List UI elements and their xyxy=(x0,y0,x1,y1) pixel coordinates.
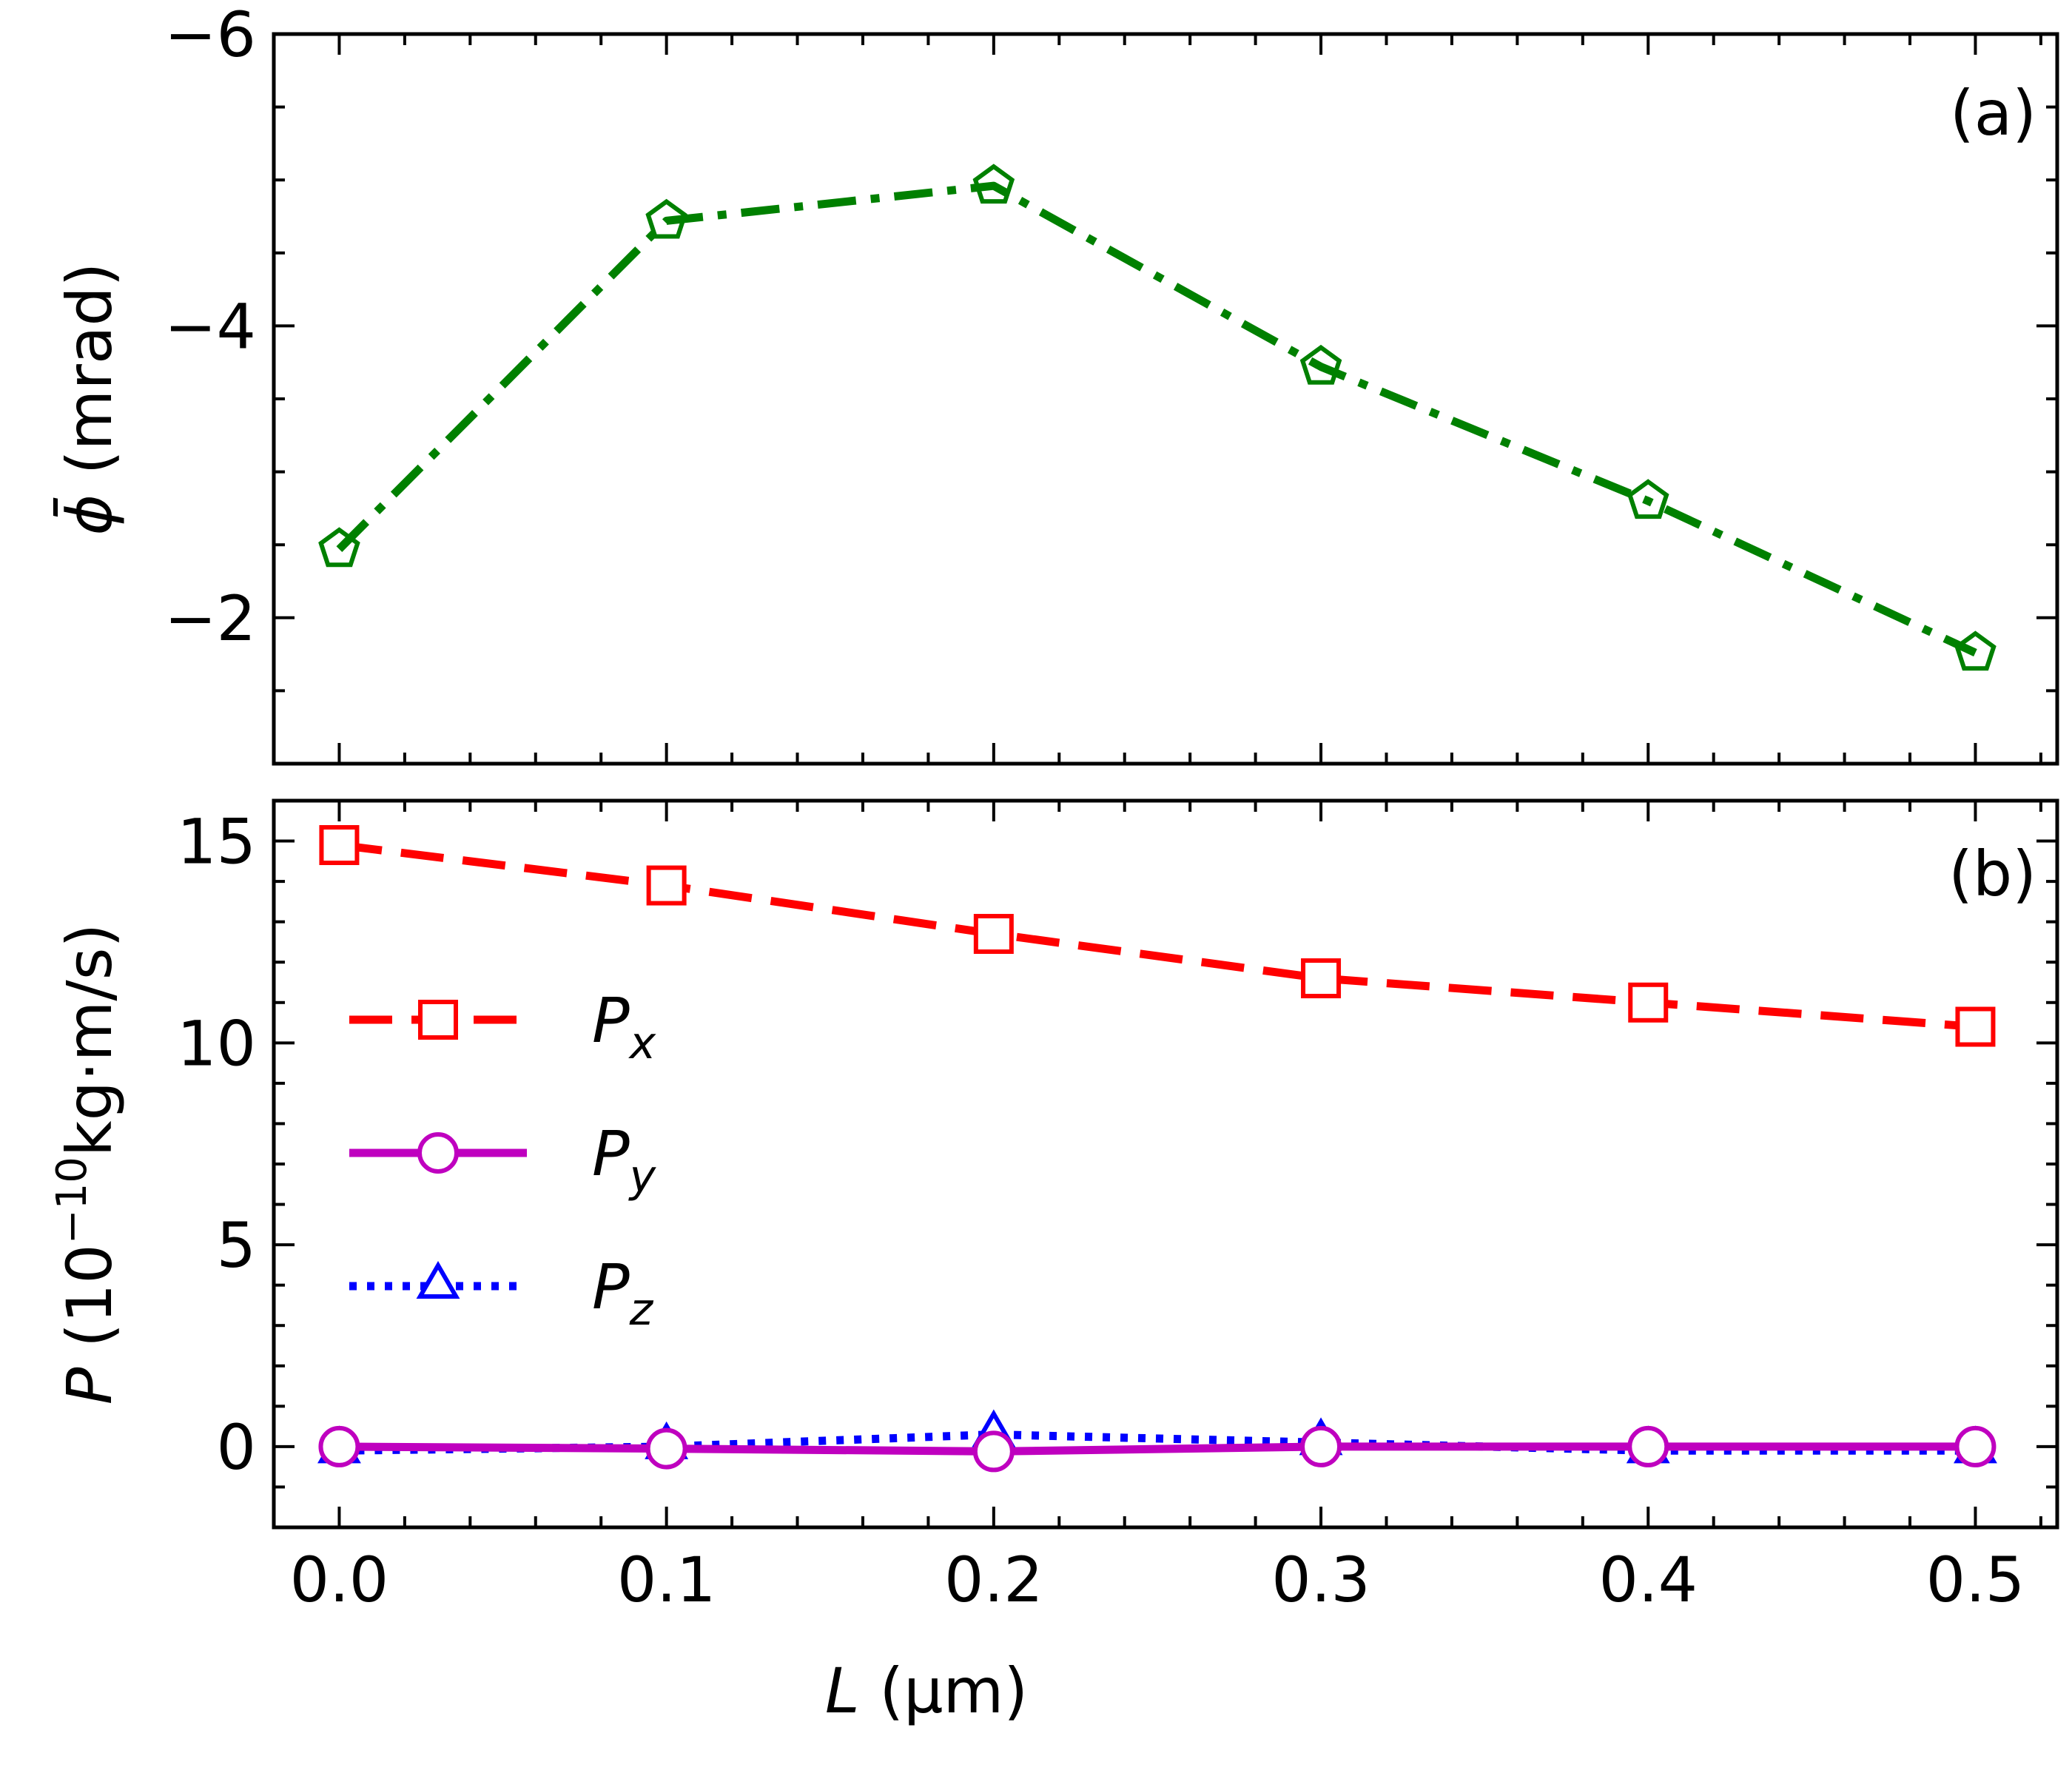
legend-label-main: P xyxy=(592,984,630,1057)
marker-square xyxy=(646,865,687,906)
marker-pentagon xyxy=(972,164,1015,204)
panel-b-series xyxy=(317,825,1997,1473)
panel-b: 0.0 0.1 0.2 0.3 0.4 0.5 0 5 10 15 (b) P (10−10kg·… xyxy=(48,798,2059,1727)
marker-circle xyxy=(1300,1425,1342,1467)
marker-square xyxy=(973,914,1014,955)
x-tick-label: 0.0 xyxy=(290,1544,389,1616)
marker-circle xyxy=(972,1430,1015,1473)
panel-b-ylabel: P (10−10kg·m/s) xyxy=(48,924,126,1405)
marker-circle xyxy=(318,1425,360,1467)
y-tick-label: −4 xyxy=(164,290,256,363)
y-tick-label: 0 xyxy=(217,1411,256,1484)
legend-label-main: P xyxy=(592,1117,630,1190)
x-axis-label: L (μm) xyxy=(825,1655,1028,1727)
marker-circle xyxy=(417,1132,459,1174)
x-tick-label: 0.3 xyxy=(1271,1544,1370,1616)
panel-a: −2 −4 −6 (a) ϕ̄ (mrad) xyxy=(53,0,2059,766)
marker-triangle xyxy=(416,1260,460,1299)
x-axis-label-unit: (μm) xyxy=(860,1655,1029,1727)
panel-a-series xyxy=(318,164,1997,671)
legend-label-z: Pz xyxy=(592,1251,654,1336)
series-line-y xyxy=(339,1442,1976,1456)
panel-a-ylabel: ϕ̄ (mrad) xyxy=(53,263,126,536)
panel-b-ticks: 0.0 0.1 0.2 0.3 0.4 0.5 0 5 10 15 xyxy=(177,801,2057,1616)
series-line-phi_bar xyxy=(336,181,1977,657)
marker-pentagon xyxy=(318,527,360,568)
marker-pentagon xyxy=(1627,479,1669,519)
marker-square xyxy=(1955,1006,1996,1047)
y-tick-label: 5 xyxy=(217,1209,256,1282)
y-tick-label: 10 xyxy=(177,1007,256,1080)
legend-label-subscript: y xyxy=(628,1151,657,1202)
y-tick-label: 15 xyxy=(177,806,256,878)
panel-b-ylabel-prefix: (10 xyxy=(53,1244,126,1367)
panel-a-ticks: −2 −4 −6 xyxy=(164,0,2057,764)
panel-b-tag: (b) xyxy=(1948,838,2036,910)
x-tick-label: 0.4 xyxy=(1598,1544,1698,1616)
marker-square xyxy=(418,1000,458,1040)
legend-label-subscript: z xyxy=(629,1284,654,1336)
panel-a-ylabel-symbol: ϕ̄ xyxy=(53,494,126,535)
marker-pentagon xyxy=(1299,344,1342,385)
series-line-x xyxy=(338,841,1976,1031)
legend-label-x: Px xyxy=(592,984,656,1069)
marker-circle xyxy=(1954,1425,1997,1467)
marker-circle xyxy=(645,1427,687,1470)
y-tick-label: −2 xyxy=(164,582,256,655)
x-axis-label-symbol: L xyxy=(825,1655,860,1727)
panel-b-ylabel-suffix: kg·m/s) xyxy=(53,924,126,1157)
marker-square xyxy=(1301,958,1342,999)
marker-square xyxy=(319,825,360,866)
y-tick-label: −6 xyxy=(164,0,256,71)
marker-pentagon xyxy=(1954,630,1997,671)
marker-pentagon xyxy=(645,198,687,239)
x-tick-label: 0.5 xyxy=(1926,1544,2025,1616)
panel-b-ylabel-symbol: P xyxy=(53,1367,126,1405)
legend-label-subscript: x xyxy=(628,1018,656,1069)
x-tick-label: 0.1 xyxy=(617,1544,716,1616)
panel-b-ylabel-exponent: −10 xyxy=(48,1157,96,1244)
marker-circle xyxy=(1627,1425,1669,1467)
legend-label-main: P xyxy=(592,1251,630,1323)
marker-square xyxy=(1628,982,1669,1023)
x-tick-label: 0.2 xyxy=(944,1544,1043,1616)
panel-a-ylabel-unit: (mrad) xyxy=(53,263,126,494)
legend-label-y: Py xyxy=(592,1117,657,1202)
panel-a-tag: (a) xyxy=(1950,77,2036,149)
